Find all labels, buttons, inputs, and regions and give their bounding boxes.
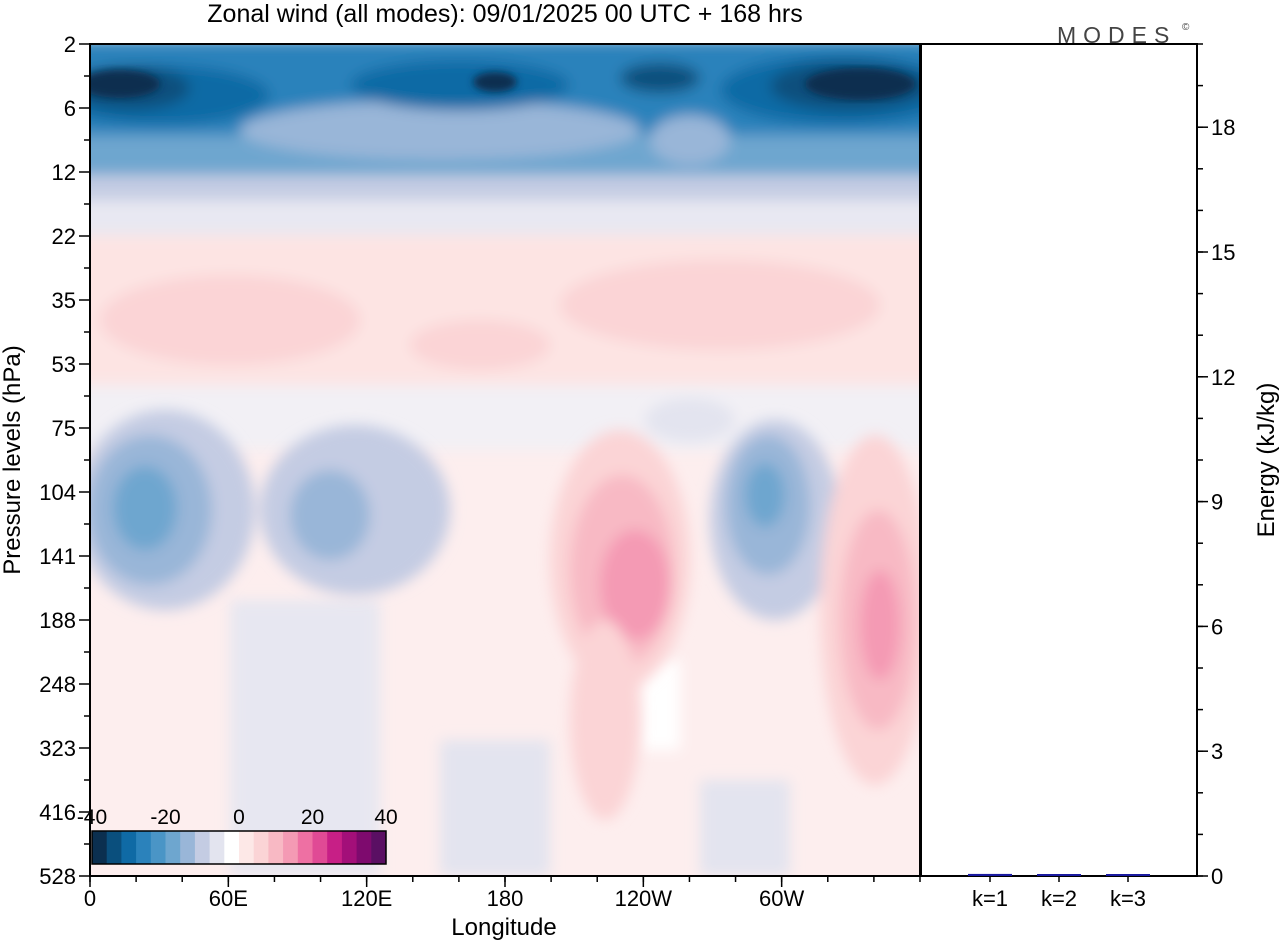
energy-tick-label: 12: [1211, 365, 1235, 390]
y-tick-label: 2: [64, 32, 76, 57]
y-tick-label: 53: [52, 352, 76, 377]
chart-title: Zonal wind (all modes): 09/01/2025 00 UT…: [207, 0, 802, 28]
colorbar-cell: [327, 831, 343, 864]
colorbar-cell: [92, 831, 108, 864]
colorbar-cell: [165, 831, 181, 864]
bar-category-label: k=1: [972, 886, 1008, 911]
colorbar-cell: [194, 831, 211, 864]
colorbar-cell: [283, 831, 299, 864]
colorbar-cell: [341, 831, 358, 864]
energy-axis-label: Energy (kJ/kg): [1253, 383, 1280, 538]
field-upper-cores: [90, 68, 915, 100]
y-tick-label: 35: [52, 288, 76, 313]
y-tick-label: 75: [52, 416, 76, 441]
colorbar-cell: [121, 831, 137, 864]
y-axis-label: Pressure levels (hPa): [0, 345, 26, 574]
colorbar-frame: [91, 830, 387, 865]
colorbar-cell: [150, 831, 166, 864]
energy-panel-frame: [920, 43, 1198, 877]
y-tick-label: 104: [39, 480, 76, 505]
colorbar-cell: [106, 831, 122, 864]
field-lower-anomalies: [90, 398, 920, 820]
y-tick-label: 6: [64, 96, 76, 121]
colorbar-cell: [312, 831, 328, 864]
energy-tick-label: 3: [1211, 739, 1223, 764]
x-tick-label: 120W: [615, 886, 673, 911]
energy-bar: [1037, 874, 1081, 876]
energy-bar: [968, 873, 1012, 876]
colorbar-cell: [371, 831, 387, 864]
colorbar-cell: [253, 831, 269, 864]
x-axis-label: Longitude: [451, 914, 556, 941]
y-tick-label: 528: [39, 864, 76, 889]
y-tick-label: 188: [39, 608, 76, 633]
x-tick-label: 0: [84, 886, 96, 911]
colorbar-tick-label: 0: [233, 806, 245, 829]
colorbar-cell: [239, 831, 255, 864]
energy-tick-label: 15: [1211, 240, 1235, 265]
colorbar-tick-label: -20: [150, 806, 180, 829]
logo-mark: ©: [1182, 22, 1190, 33]
x-tick-label: 120E: [341, 886, 392, 911]
x-tick-label: 60W: [759, 886, 804, 911]
x-tick-label: 180: [487, 886, 524, 911]
energy-tick-label: 6: [1211, 614, 1223, 639]
colorbar-cell: [180, 831, 196, 864]
y-tick-label: 416: [39, 800, 76, 825]
energy-panel: [920, 43, 1198, 877]
y-tick-label: 12: [52, 160, 76, 185]
bar-category-label: k=3: [1110, 886, 1146, 911]
field-lower-weak: [230, 600, 790, 876]
colorbar-tick-label: 40: [374, 806, 397, 829]
y-tick-label: 22: [52, 224, 76, 249]
y-tick-label: 323: [39, 736, 76, 761]
colorbar-cell: [209, 831, 225, 864]
colorbar-cell: [356, 831, 372, 864]
energy-bar: [1106, 874, 1150, 876]
energy-tick-label: 18: [1211, 115, 1235, 140]
y-tick-label: 248: [39, 672, 76, 697]
colorbar-cell: [224, 831, 240, 864]
colorbar-cell: [268, 831, 284, 864]
x-tick-label: 60E: [209, 886, 248, 911]
bar-category-label: k=2: [1041, 886, 1077, 911]
heatmap-field: [90, 44, 920, 876]
field-upper-bands: [90, 44, 920, 450]
colorbar-cell: [297, 831, 313, 864]
colorbar: -40 -20 0 20 40: [77, 806, 398, 865]
colorbar-tick-label: -40: [77, 806, 107, 829]
energy-tick-label: 9: [1211, 490, 1223, 515]
energy-tick-label: 0: [1211, 864, 1223, 889]
colorbar-tick-label: 20: [301, 806, 324, 829]
y-tick-label: 141: [39, 544, 76, 569]
colorbar-cell: [136, 831, 152, 864]
